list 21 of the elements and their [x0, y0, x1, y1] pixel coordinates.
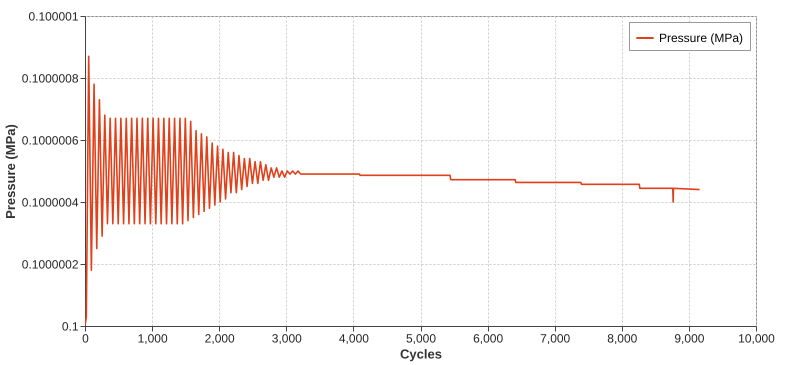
y-tick-label: 0.100001	[28, 10, 79, 24]
x-tick-label: 4,000	[338, 332, 370, 346]
y-tick-label: 0.1000004	[22, 196, 79, 210]
x-tick-label: 2,000	[204, 332, 236, 346]
x-axis-title: Cycles	[400, 346, 442, 362]
y-tick-label: 0.1000008	[22, 72, 79, 86]
legend-label: Pressure (MPa)	[659, 31, 744, 45]
y-tick-label: 0.1000002	[22, 258, 79, 272]
x-tick-label: 8,000	[607, 332, 638, 346]
x-tick-label: 6,000	[473, 332, 504, 346]
x-tick-label: 5,000	[406, 332, 436, 346]
x-tick-label: 7,000	[540, 332, 571, 346]
x-tick-label: 10,000	[738, 332, 776, 346]
y-tick-label: 0.1	[62, 320, 79, 334]
x-tick-label: 0	[82, 332, 90, 346]
y-axis-title: Pressure (MPa)	[2, 124, 18, 219]
x-tick-label: 1,000	[138, 332, 168, 346]
x-tick-label: 9,000	[674, 332, 705, 346]
y-tick-label: 0.1000006	[22, 134, 79, 148]
line-series	[85, 56, 700, 326]
x-tick-label: 3,000	[272, 332, 302, 346]
